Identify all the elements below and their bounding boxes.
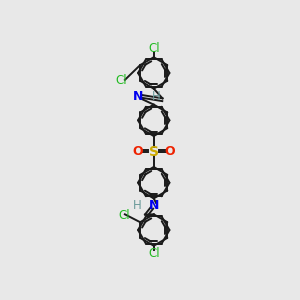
Text: Cl: Cl	[148, 247, 160, 260]
Text: H: H	[133, 199, 142, 212]
Text: N: N	[132, 90, 143, 103]
Text: N: N	[148, 199, 159, 212]
Text: H: H	[152, 90, 161, 103]
Text: Cl: Cl	[116, 74, 127, 87]
Text: Cl: Cl	[118, 208, 130, 221]
Text: S: S	[149, 145, 159, 158]
Text: O: O	[132, 145, 143, 158]
Text: O: O	[165, 145, 175, 158]
Text: Cl: Cl	[148, 42, 160, 55]
